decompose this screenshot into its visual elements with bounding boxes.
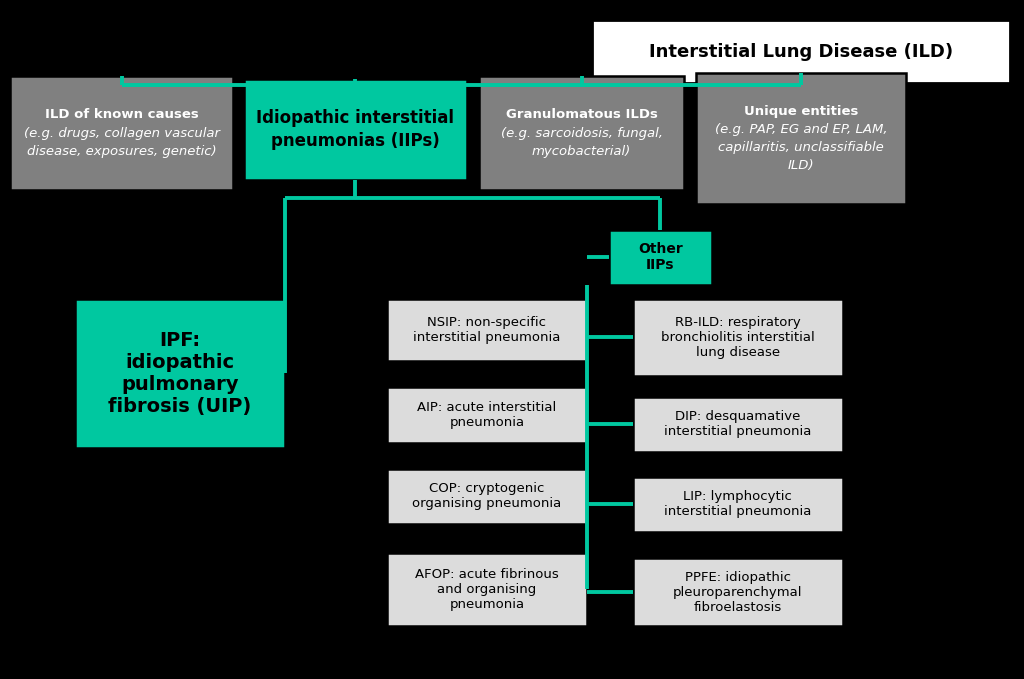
- Text: Idiopathic interstitial: Idiopathic interstitial: [256, 109, 455, 127]
- FancyBboxPatch shape: [633, 558, 843, 626]
- Text: Granulomatous ILDs: Granulomatous ILDs: [506, 109, 657, 122]
- FancyBboxPatch shape: [387, 299, 587, 361]
- FancyBboxPatch shape: [387, 469, 587, 524]
- Text: disease, exposures, genetic): disease, exposures, genetic): [27, 145, 217, 158]
- FancyBboxPatch shape: [696, 73, 906, 204]
- Text: IPF:
idiopathic
pulmonary
fibrosis (UIP): IPF: idiopathic pulmonary fibrosis (UIP): [109, 331, 251, 416]
- Text: DIP: desquamative
interstitial pneumonia: DIP: desquamative interstitial pneumonia: [665, 410, 811, 439]
- Text: pneumonias (IIPs): pneumonias (IIPs): [271, 132, 439, 150]
- Text: LIP: lymphocytic
interstitial pneumonia: LIP: lymphocytic interstitial pneumonia: [665, 490, 811, 519]
- FancyBboxPatch shape: [387, 553, 587, 626]
- FancyBboxPatch shape: [633, 477, 843, 532]
- Text: ILD): ILD): [787, 160, 815, 172]
- Text: AIP: acute interstitial
pneumonia: AIP: acute interstitial pneumonia: [418, 401, 556, 429]
- FancyBboxPatch shape: [10, 76, 233, 190]
- FancyBboxPatch shape: [633, 397, 843, 452]
- FancyBboxPatch shape: [387, 387, 587, 443]
- Text: mycobacterial): mycobacterial): [532, 145, 631, 158]
- Text: Interstitial Lung Disease (ILD): Interstitial Lung Disease (ILD): [649, 43, 952, 60]
- Text: COP: cryptogenic
organising pneumonia: COP: cryptogenic organising pneumonia: [413, 482, 561, 511]
- Text: Other
IIPs: Other IIPs: [638, 242, 683, 272]
- FancyBboxPatch shape: [75, 299, 285, 448]
- FancyBboxPatch shape: [609, 230, 712, 285]
- Text: NSIP: non-specific
interstitial pneumonia: NSIP: non-specific interstitial pneumoni…: [414, 316, 560, 344]
- Text: (e.g. PAP, EG and EP, LAM,: (e.g. PAP, EG and EP, LAM,: [715, 123, 888, 136]
- FancyBboxPatch shape: [244, 79, 467, 180]
- Text: AFOP: acute fibrinous
and organising
pneumonia: AFOP: acute fibrinous and organising pne…: [415, 568, 559, 611]
- FancyBboxPatch shape: [479, 76, 684, 190]
- Text: (e.g. sarcoidosis, fungal,: (e.g. sarcoidosis, fungal,: [501, 126, 663, 140]
- Text: RB-ILD: respiratory
bronchiolitis interstitial
lung disease: RB-ILD: respiratory bronchiolitis inters…: [660, 316, 815, 359]
- Text: ILD of known causes: ILD of known causes: [45, 109, 199, 122]
- FancyBboxPatch shape: [633, 299, 843, 376]
- FancyBboxPatch shape: [592, 20, 1010, 83]
- Text: PPFE: idiopathic
pleuroparenchymal
fibroelastosis: PPFE: idiopathic pleuroparenchymal fibro…: [673, 570, 803, 614]
- Text: Unique entities: Unique entities: [744, 105, 858, 117]
- Text: (e.g. drugs, collagen vascular: (e.g. drugs, collagen vascular: [24, 126, 220, 140]
- Text: capillaritis, unclassifiable: capillaritis, unclassifiable: [719, 141, 884, 154]
